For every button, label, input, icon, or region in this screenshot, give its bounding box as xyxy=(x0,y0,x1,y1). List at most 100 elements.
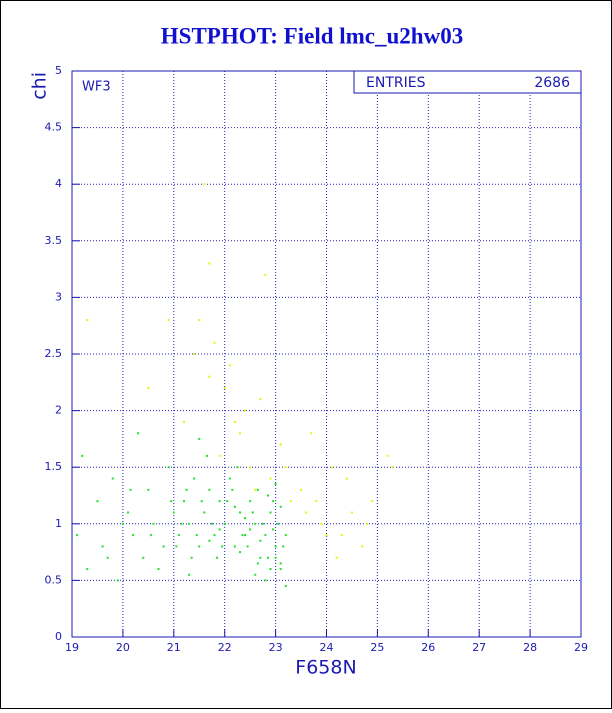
point xyxy=(216,556,219,559)
point xyxy=(198,319,201,322)
point xyxy=(182,500,185,503)
point xyxy=(305,511,308,514)
point xyxy=(198,545,201,548)
point xyxy=(86,319,89,322)
point xyxy=(175,545,178,548)
point xyxy=(279,568,282,571)
point xyxy=(132,534,135,537)
point xyxy=(111,477,114,480)
x-tick-label: 25 xyxy=(370,641,384,654)
point xyxy=(208,262,211,265)
point xyxy=(266,556,269,559)
point xyxy=(208,375,211,378)
point xyxy=(244,517,247,520)
point xyxy=(256,488,259,491)
point xyxy=(282,545,285,548)
point xyxy=(208,539,211,542)
x-tick-label: 21 xyxy=(167,641,181,654)
y-tick-label: 1 xyxy=(55,517,62,530)
stats-box xyxy=(353,70,582,94)
point xyxy=(121,522,124,525)
point xyxy=(116,579,119,582)
point xyxy=(142,556,145,559)
point xyxy=(101,545,104,548)
point xyxy=(272,528,275,531)
point xyxy=(279,443,282,446)
point xyxy=(254,573,257,576)
point xyxy=(238,551,241,554)
point xyxy=(310,432,313,435)
point xyxy=(193,477,196,480)
point xyxy=(264,534,267,537)
point xyxy=(81,454,84,457)
point xyxy=(223,522,226,525)
stats-label: ENTRIES xyxy=(366,75,426,91)
point xyxy=(284,534,287,537)
point xyxy=(249,500,252,503)
point xyxy=(226,500,229,503)
point xyxy=(340,534,343,537)
point xyxy=(167,319,170,322)
point xyxy=(96,500,99,503)
point xyxy=(223,386,226,389)
point xyxy=(86,568,89,571)
point xyxy=(106,556,109,559)
point xyxy=(279,562,282,565)
point xyxy=(289,500,292,503)
point xyxy=(188,522,191,525)
point xyxy=(147,386,150,389)
y-tick-label: 3.5 xyxy=(45,234,63,247)
y-tick-label: 5 xyxy=(55,64,62,77)
point xyxy=(284,585,287,588)
point xyxy=(190,556,193,559)
point xyxy=(126,511,129,514)
y-tick-label: 0 xyxy=(55,630,62,643)
y-tick-label: 2 xyxy=(55,404,62,417)
point xyxy=(218,500,221,503)
point xyxy=(149,534,152,537)
point xyxy=(272,500,275,503)
point xyxy=(246,545,249,548)
point xyxy=(371,500,374,503)
point xyxy=(236,466,239,469)
point xyxy=(238,432,241,435)
point xyxy=(129,488,132,491)
point xyxy=(200,500,203,503)
point xyxy=(274,545,277,548)
x-tick-label: 27 xyxy=(472,641,486,654)
point xyxy=(386,454,389,457)
point xyxy=(218,454,221,457)
point xyxy=(195,534,198,537)
point xyxy=(203,511,206,514)
point xyxy=(241,534,244,537)
point xyxy=(213,534,216,537)
x-tick-label: 23 xyxy=(269,641,283,654)
point xyxy=(218,528,221,531)
point xyxy=(198,437,201,440)
point xyxy=(231,488,234,491)
x-tick-label: 29 xyxy=(574,641,588,654)
point xyxy=(259,539,262,542)
point xyxy=(205,454,208,457)
point xyxy=(279,505,282,508)
point xyxy=(330,466,333,469)
point xyxy=(335,556,338,559)
point xyxy=(233,545,236,548)
point xyxy=(244,409,247,412)
point xyxy=(274,483,277,486)
point xyxy=(259,398,262,401)
point xyxy=(256,562,259,565)
point xyxy=(277,522,280,525)
point xyxy=(325,534,328,537)
point xyxy=(172,511,175,514)
y-tick-label: 3 xyxy=(55,290,62,303)
y-tick-label: 0.5 xyxy=(45,573,63,586)
point xyxy=(213,341,216,344)
point xyxy=(167,466,170,469)
x-tick-label: 20 xyxy=(116,641,130,654)
point xyxy=(345,477,348,480)
point xyxy=(157,568,160,571)
point xyxy=(203,183,206,186)
point xyxy=(188,573,191,576)
